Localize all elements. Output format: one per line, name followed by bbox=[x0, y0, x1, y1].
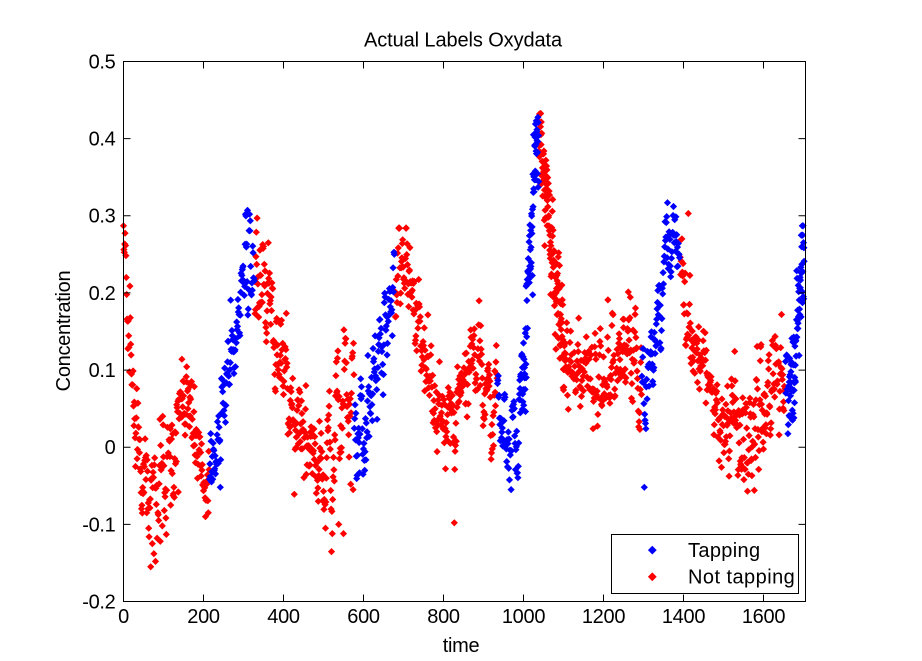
svg-text:400: 400 bbox=[267, 606, 300, 628]
svg-text:Not tapping: Not tapping bbox=[688, 567, 795, 589]
svg-text:0.5: 0.5 bbox=[89, 51, 116, 73]
svg-text:0.2: 0.2 bbox=[89, 283, 116, 305]
svg-text:Actual Labels Oxydata: Actual Labels Oxydata bbox=[364, 30, 563, 52]
svg-text:time: time bbox=[443, 635, 480, 657]
svg-text:Tapping: Tapping bbox=[688, 540, 761, 562]
svg-text:1200: 1200 bbox=[582, 606, 625, 628]
svg-text:-0.2: -0.2 bbox=[82, 591, 115, 613]
svg-text:600: 600 bbox=[347, 606, 380, 628]
svg-text:0.3: 0.3 bbox=[89, 206, 116, 228]
svg-text:0.4: 0.4 bbox=[89, 129, 116, 151]
svg-text:Concentration: Concentration bbox=[53, 271, 75, 392]
svg-text:1400: 1400 bbox=[662, 606, 705, 628]
svg-text:1000: 1000 bbox=[502, 606, 545, 628]
svg-text:200: 200 bbox=[187, 606, 220, 628]
svg-text:-0.1: -0.1 bbox=[82, 514, 115, 536]
svg-text:800: 800 bbox=[427, 606, 460, 628]
svg-text:0: 0 bbox=[118, 606, 129, 628]
svg-text:0.1: 0.1 bbox=[89, 360, 116, 382]
svg-text:1600: 1600 bbox=[742, 606, 785, 628]
svg-text:0: 0 bbox=[105, 437, 116, 459]
